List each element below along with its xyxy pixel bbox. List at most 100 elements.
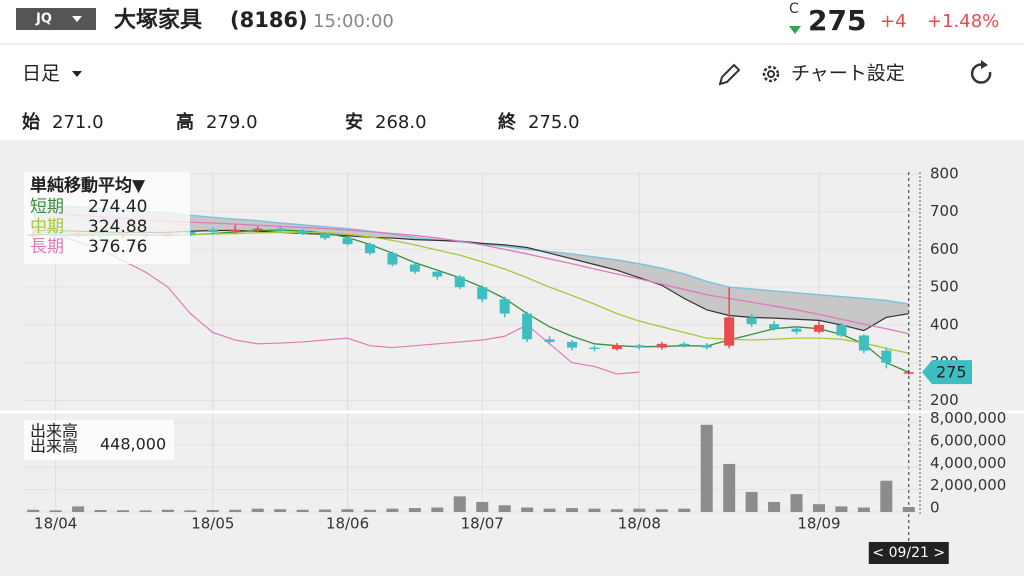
candle-body [611, 345, 622, 350]
y-tick-label: 600 [930, 240, 959, 258]
legend-title: 出来高 [30, 422, 78, 441]
candle-body [656, 343, 667, 348]
volume-bar [206, 509, 219, 512]
ohlc-label: 安 [345, 111, 363, 133]
edit-icon[interactable] [718, 63, 741, 86]
market: JQ [35, 12, 52, 27]
candle-body [207, 229, 218, 233]
legend-value: 448,000 [100, 435, 166, 454]
period[interactable]: 日足 [22, 63, 60, 85]
volume-bar [543, 508, 556, 512]
legend-title: 単純移動平均▼ [30, 175, 146, 196]
volume-bar [72, 506, 85, 512]
y-tick-label: 6,000,000 [930, 431, 1006, 449]
lagging-line [33, 229, 640, 375]
candle-body [724, 317, 735, 346]
y-tick-label: 500 [930, 278, 959, 296]
x-tick-label: 18/04 [34, 515, 77, 533]
y-tick-label: 2,000,000 [930, 476, 1006, 494]
volume-bar [655, 509, 668, 512]
candle-body [813, 324, 824, 332]
candle-body [634, 345, 645, 348]
candle-body [769, 324, 780, 329]
volume-bar [94, 509, 107, 512]
close-mark: C [789, 1, 799, 17]
y-tick-label: 4,000,000 [930, 454, 1006, 472]
candle-body [522, 313, 533, 340]
price-tag-label: 275 [936, 363, 967, 382]
legend-value: 376.76 [88, 237, 147, 257]
volume-bar [566, 508, 579, 512]
candle-body [791, 328, 802, 332]
volume-bar [768, 501, 781, 512]
volume-bar [363, 509, 376, 512]
market-badge[interactable] [16, 8, 96, 30]
candle-body [836, 324, 847, 336]
volume-bar [229, 509, 242, 512]
volume-bar [453, 496, 466, 512]
legend-value: 324.88 [88, 217, 147, 237]
volume-bar [431, 507, 444, 512]
candle-body [364, 244, 375, 254]
volume-bar [790, 494, 803, 512]
y-tick-label: 400 [930, 315, 959, 333]
ohlc-label: 高 [176, 111, 194, 133]
gear-icon[interactable] [762, 65, 780, 83]
change: +4 [880, 11, 907, 32]
cursor-box [868, 542, 949, 564]
volume-bar [633, 508, 646, 512]
volume-bar [588, 508, 601, 512]
candle-body [499, 299, 510, 314]
candle-body [342, 238, 353, 245]
refresh-icon[interactable] [970, 63, 992, 84]
legend-name: 長期 [30, 237, 64, 257]
ohlc-value: 279.0 [206, 112, 258, 133]
price-tag [922, 360, 972, 385]
candle-body [297, 230, 308, 234]
ohlc-label: 終 [498, 111, 517, 133]
y-tick-label: 0 [930, 499, 940, 517]
candle-body [252, 228, 263, 231]
chart-settings[interactable]: チャート設定 [791, 63, 905, 85]
candle-body [589, 347, 600, 350]
volume-bar [700, 424, 713, 512]
volume-bar [498, 505, 511, 512]
volume-bar [880, 480, 893, 512]
candle-body [185, 232, 196, 235]
legend-name: 出来高 [30, 437, 78, 456]
dropdown-icon [72, 16, 82, 22]
legend-box [24, 172, 190, 264]
x-tick-label: 18/09 [797, 515, 840, 533]
volume-bar [812, 504, 825, 512]
volume-bar [723, 463, 736, 512]
volume-bar [341, 509, 354, 512]
candle-body [567, 341, 578, 348]
volume-bar [184, 510, 197, 512]
candle-body [320, 233, 331, 239]
stock-name: 大塚家具 [114, 7, 202, 33]
cursor-label: < 09/21 > [872, 545, 945, 561]
volume-bar [678, 508, 691, 512]
candle-body [275, 228, 286, 231]
y-tick-label: 800 [930, 164, 959, 182]
x-tick-label: 18/08 [618, 515, 661, 533]
top-bar [0, 0, 1024, 44]
x-tick-label: 18/05 [191, 515, 234, 533]
volume-bar [902, 506, 915, 512]
down-arrow [789, 26, 801, 34]
y-tick-label: 8,000,000 [930, 409, 1006, 427]
y-tick-label: 200 [930, 391, 959, 409]
candle-body [881, 350, 892, 363]
legend-name: 中期 [30, 217, 64, 237]
x-tick-label: 18/07 [461, 515, 504, 533]
volume-bar [319, 509, 332, 512]
volume-bar [745, 491, 758, 512]
volume-bar [139, 510, 152, 512]
candle-body [544, 339, 555, 342]
volume-bar [835, 506, 848, 512]
volume-bar [610, 509, 623, 512]
candle-body [858, 335, 869, 351]
volume-bar [408, 508, 421, 512]
x-tick-label: 18/06 [326, 515, 369, 533]
